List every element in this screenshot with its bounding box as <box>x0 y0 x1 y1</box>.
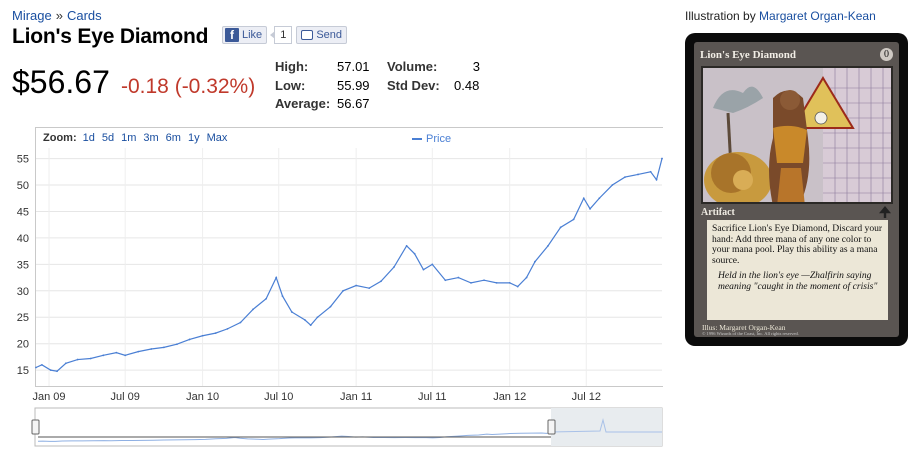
volume-label: Volume: <box>387 59 438 74</box>
low-value: 55.99 <box>337 77 370 93</box>
card-frame: Lion's Eye Diamond 0 <box>694 42 899 337</box>
volume-value: 3 <box>472 59 480 74</box>
x-tick-label: Jan 11 <box>340 391 372 403</box>
current-price: $56.67 <box>12 64 110 100</box>
stddev-label: Std Dev: <box>387 77 440 93</box>
zoom-5d[interactable]: 5d <box>101 131 115 144</box>
y-tick-label: 25 <box>17 312 29 324</box>
x-tick-label: Jul 11 <box>418 391 447 403</box>
zoom-bar: Zoom: 1d 5d 1m 3m 6m 1y Max <box>35 127 663 148</box>
y-axis-ticks: 15 20 25 30 35 40 45 50 55 <box>17 154 29 378</box>
breadcrumb-category-link[interactable]: Cards <box>66 8 102 23</box>
x-axis-ticks: Jan 09 Jul 09 Jan 10 Jul 10 Jan 11 Jul 11 Jan … <box>33 391 601 403</box>
illustration-credit: Illustration by Margaret Organ-Kean <box>685 9 876 23</box>
facebook-like-button[interactable]: f Like <box>222 26 268 44</box>
zoom-1d[interactable]: 1d <box>82 131 95 144</box>
card-illus-line: Illus: Margaret Organ-Kean <box>702 323 786 332</box>
price-change: -0.18 (-0.32%) <box>121 75 256 98</box>
mana-cost-symbol: 0 <box>880 48 893 61</box>
y-tick-label: 30 <box>17 286 29 298</box>
social-buttons: f Like 1 Send <box>222 26 348 44</box>
zoom-1y[interactable]: 1y <box>187 131 200 144</box>
illustration-prefix: Illustration by <box>685 9 756 23</box>
chart-legend: Price <box>412 133 451 145</box>
y-tick-label: 45 <box>17 206 29 218</box>
y-tick-label: 20 <box>17 339 29 351</box>
y-tick-label: 35 <box>17 259 29 271</box>
price-stats: High: 57.01 Volume: 3 Low: 55.99 Std Dev… <box>275 58 504 114</box>
card-text-box: Sacrifice Lion's Eye Diamond, Discard yo… <box>707 220 888 320</box>
y-tick-label: 50 <box>17 180 29 192</box>
x-tick-label: Jul 10 <box>264 391 293 403</box>
card-copyright: © 1996 Wizards of the Coast, Inc. All ri… <box>702 331 799 336</box>
breadcrumb: Mirage» Cards <box>12 8 102 23</box>
card-image: Lion's Eye Diamond 0 <box>685 33 908 346</box>
navigator-outside-range <box>551 408 662 446</box>
navigator-series-line <box>37 431 552 442</box>
artwork-illustration <box>703 68 891 202</box>
stats-row: Average: 56.67 <box>275 95 504 114</box>
stats-row: Low: 55.99 Std Dev: 0.48 <box>275 77 504 96</box>
send-label: Send <box>316 29 343 41</box>
zoom-3m[interactable]: 3m <box>143 131 159 144</box>
card-rules-text: Sacrifice Lion's Eye Diamond, Discard yo… <box>712 223 883 266</box>
zoom-label: Zoom: <box>43 131 77 144</box>
facebook-send-button[interactable]: Send <box>296 26 348 44</box>
legend-label: Price <box>426 133 452 145</box>
like-label: Like <box>242 29 263 41</box>
average-label: Average: <box>275 96 331 111</box>
send-icon <box>301 30 314 40</box>
navigator-background <box>34 407 663 447</box>
low-label: Low: <box>275 77 306 93</box>
set-symbol-icon <box>879 206 891 218</box>
zoom-1m[interactable]: 1m <box>121 131 137 144</box>
navigator-left-handle <box>31 419 40 435</box>
breadcrumb-set-link[interactable]: Mirage <box>12 8 52 23</box>
facebook-icon: f <box>225 28 239 42</box>
page-title: Lion's Eye Diamond <box>12 25 209 48</box>
card-artwork <box>701 66 893 204</box>
x-tick-label: Jan 12 <box>493 391 526 403</box>
artist-link[interactable]: Margaret Organ-Kean <box>759 9 876 23</box>
range-navigator <box>31 407 663 447</box>
x-tick-label: Jan 09 <box>33 391 66 403</box>
y-tick-label: 15 <box>17 365 29 377</box>
high-label: High: <box>275 59 309 74</box>
breadcrumb-separator: » <box>55 8 63 23</box>
zoom-6m[interactable]: 6m <box>165 131 181 144</box>
card-type-line: Artifact <box>701 207 735 218</box>
stats-row: High: 57.01 Volume: 3 <box>275 58 504 77</box>
stddev-value: 0.48 <box>454 77 480 93</box>
y-tick-label: 55 <box>17 154 29 166</box>
average-value: 56.67 <box>337 96 370 111</box>
x-tick-label: Jul 09 <box>111 391 140 403</box>
navigator-overflow-line <box>550 418 662 433</box>
card-flavor-text: Held in the lion's eye —Zhalfirin saying… <box>718 270 878 292</box>
legend-swatch <box>412 138 422 140</box>
zoom-max[interactable]: Max <box>206 131 228 144</box>
card-name: Lion's Eye Diamond <box>700 49 796 61</box>
high-value: 57.01 <box>337 59 370 74</box>
navigator-right-handle <box>547 419 556 435</box>
x-tick-label: Jan 10 <box>186 391 219 403</box>
x-tick-label: Jul 12 <box>572 391 601 403</box>
chart-frame <box>35 127 663 387</box>
y-tick-label: 40 <box>17 233 29 245</box>
like-count: 1 <box>270 26 293 44</box>
